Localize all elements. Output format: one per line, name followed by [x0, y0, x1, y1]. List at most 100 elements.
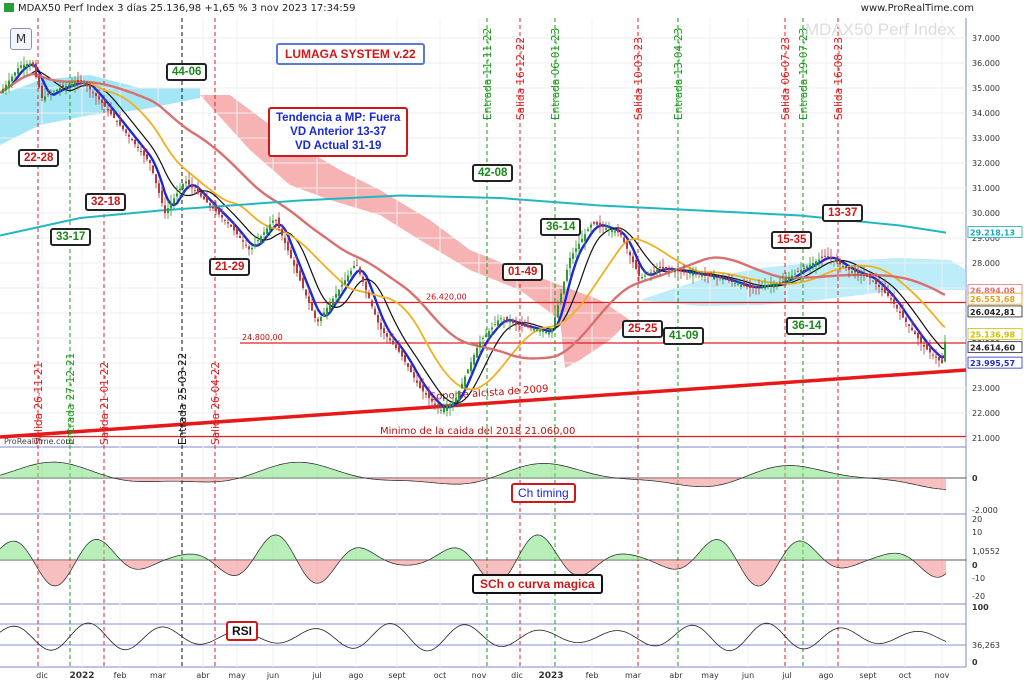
candle-body: [62, 85, 64, 87]
sch-tick: -20: [972, 592, 985, 601]
candle-body: [512, 320, 514, 323]
trend-line-2: VD Anterior 13-37: [290, 126, 387, 138]
candle-body: [41, 85, 43, 98]
candle-body: [215, 205, 217, 212]
candle-body: [809, 264, 811, 267]
count-box: 25-25: [622, 320, 664, 338]
candle-body: [923, 344, 925, 347]
candle-body: [485, 334, 487, 338]
sch-positive: [0, 534, 946, 560]
candle-body: [560, 293, 562, 303]
candle-body: [95, 93, 97, 97]
candle-body: [440, 409, 442, 411]
candle-body: [116, 120, 118, 122]
x-tick-label: abr: [669, 671, 683, 680]
candle-body: [17, 68, 19, 75]
x-tick-label: feb: [114, 671, 127, 680]
x-tick-label: ago: [349, 671, 364, 680]
candle-body: [920, 336, 922, 343]
candle-body: [620, 230, 622, 236]
candle-body: [569, 258, 571, 269]
candle-body: [860, 274, 862, 276]
candle-body: [380, 322, 382, 330]
trend-box: Tendencia a MP: Fuera VD Anterior 13-37 …: [268, 107, 409, 157]
candle-body: [44, 96, 46, 101]
candle-body: [428, 392, 430, 399]
candle-body: [761, 286, 763, 288]
count-box: 41-09: [663, 327, 705, 345]
candle-body: [755, 286, 757, 288]
candle-body: [227, 222, 229, 224]
sch-label: SCh o curva magica: [472, 574, 603, 594]
x-tick-label: 2023: [538, 671, 563, 681]
candle-body: [113, 112, 115, 118]
support-line: [0, 368, 967, 439]
candle-body: [707, 272, 709, 276]
candle-body: [86, 84, 88, 87]
count-box: 21-29: [209, 258, 251, 276]
count-box: 13-37: [822, 204, 864, 222]
candle-body: [341, 284, 343, 287]
candle-body: [842, 266, 844, 267]
x-tick-label: oct: [899, 671, 911, 680]
signal-label: Salida 26-04-22: [210, 362, 222, 445]
candle-body: [944, 341, 946, 362]
candle-body: [905, 317, 907, 322]
candle-body: [239, 235, 241, 238]
candle-body: [179, 188, 181, 191]
candle-body: [851, 271, 853, 273]
candle-body: [728, 278, 730, 281]
candle-body: [164, 205, 166, 213]
candle-body: [473, 354, 475, 365]
candle-body: [194, 190, 196, 192]
candle-body: [509, 321, 511, 323]
candle-body: [605, 228, 607, 230]
candle-body: [311, 302, 313, 311]
candle-body: [632, 256, 634, 263]
signal-label: Entrada 06-01-23: [550, 28, 562, 120]
candle-body: [743, 282, 745, 286]
candle-body: [122, 125, 124, 130]
candle-body: [644, 275, 646, 277]
candle-body: [20, 65, 22, 68]
timing-tick: 0: [972, 474, 978, 483]
candle-body: [338, 289, 340, 297]
candle-body: [38, 76, 40, 88]
candle-body: [23, 64, 25, 69]
candle-body: [284, 237, 286, 243]
candle-body: [452, 401, 454, 406]
candle-body: [443, 407, 445, 413]
candle-body: [128, 134, 130, 137]
candle-body: [467, 369, 469, 374]
candle-body: [383, 328, 385, 333]
candle-body: [647, 272, 649, 274]
candle-body: [455, 398, 457, 403]
y-tick-label: 21.000: [972, 434, 1000, 443]
candle-body: [596, 221, 598, 225]
signal-label: Entrada 25-03-22: [177, 353, 189, 445]
candle-body: [422, 385, 424, 392]
x-tick-label: nov: [935, 671, 950, 680]
chart-icon: [4, 3, 14, 12]
candle-body: [545, 331, 547, 334]
candle-body: [281, 229, 283, 236]
x-tick-label: 2022: [69, 671, 94, 681]
candle-body: [779, 282, 781, 284]
candle-body: [137, 146, 139, 148]
y-tick-label: 29.000: [972, 234, 1000, 243]
candle-body: [203, 196, 205, 200]
candle-body: [521, 323, 523, 326]
rsi-line: [0, 622, 947, 652]
signal-label: Entrada 19-07-23: [798, 28, 810, 120]
ma-100: [0, 72, 946, 360]
price-tag: [967, 226, 1023, 238]
candle-body: [557, 305, 559, 318]
mode-button[interactable]: M: [10, 28, 32, 50]
count-box: 15-35: [771, 231, 813, 249]
candle-body: [821, 256, 823, 258]
site-url[interactable]: www.ProRealTime.com: [860, 3, 974, 14]
price-tag-text: 26.894,08: [970, 287, 1015, 296]
candle-body: [653, 270, 655, 272]
candle-body: [152, 165, 154, 173]
candle-body: [224, 220, 226, 221]
